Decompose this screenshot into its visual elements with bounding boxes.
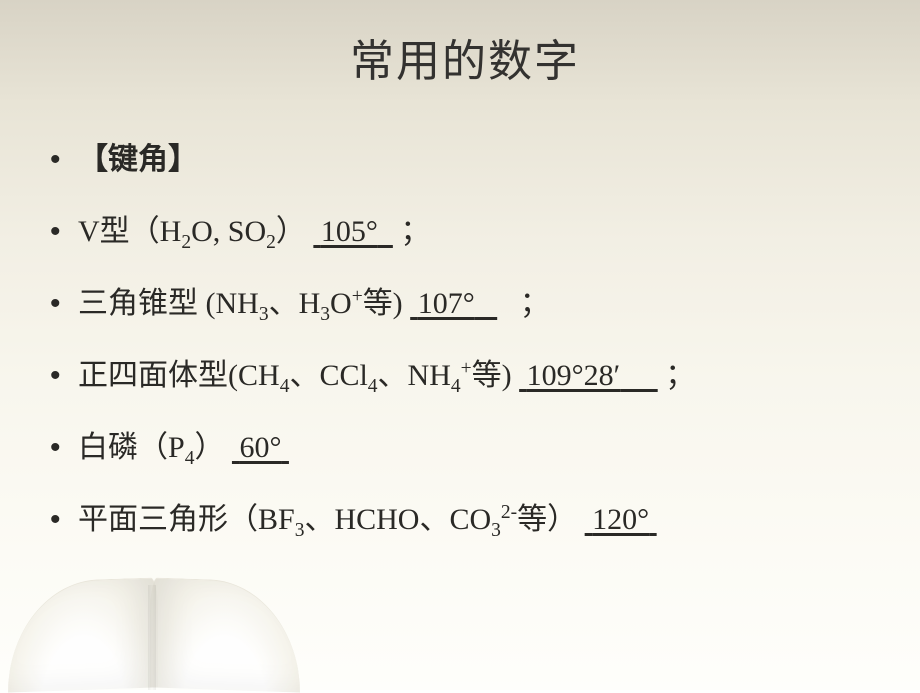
angle-value: 120°	[585, 503, 657, 537]
formula: NH3	[216, 287, 269, 320]
list-item: • 白磷（P4） 60°	[50, 422, 890, 466]
label-prefix: 三角锥型 (	[78, 287, 216, 320]
content-area: • 【键角】 • V型（H2O, SO2） 105° ； • 三角锥型 (NH3…	[40, 134, 890, 538]
label-suffix: 等)	[472, 359, 512, 392]
formula: NH4+	[408, 359, 472, 392]
angle-value: 109°28′	[519, 359, 658, 393]
section-heading: 【键角】	[78, 134, 198, 178]
book-decoration	[0, 550, 320, 690]
bullet-icon: •	[50, 215, 78, 249]
bullet-icon: •	[50, 503, 78, 537]
item-text: 正四面体型(CH4、CCl4、NH4+等) 109°28′ ；	[78, 350, 695, 394]
list-item: • 正四面体型(CH4、CCl4、NH4+等) 109°28′ ；	[50, 350, 890, 394]
book-page-right	[150, 577, 300, 692]
formula: BF3	[258, 503, 304, 536]
formula: HCHO	[334, 503, 419, 536]
label-suffix: ）	[276, 215, 306, 248]
item-text: 三角锥型 (NH3、H3O+等) 107° ；	[78, 278, 550, 322]
bullet-icon: •	[50, 359, 78, 393]
label-prefix: V型（	[78, 215, 160, 248]
formula: P4	[168, 431, 194, 464]
item-text: 平面三角形（BF3、HCHO、CO32-等） 120°	[78, 494, 657, 538]
bullet-icon: •	[50, 431, 78, 465]
bullet-icon: •	[50, 287, 78, 321]
angle-value: 105°	[313, 215, 393, 249]
formula: CO32-	[449, 503, 517, 536]
book-page-left	[8, 577, 158, 692]
label-prefix: 正四面体型(	[78, 359, 238, 392]
section-heading-line: • 【键角】	[50, 134, 890, 178]
tail: ；	[665, 359, 695, 392]
list-item: • V型（H2O, SO2） 105° ；	[50, 206, 890, 250]
formula: H3O+	[299, 287, 363, 320]
label-suffix: 等)	[363, 287, 403, 320]
formula: H2O, SO2	[160, 215, 276, 248]
item-text: V型（H2O, SO2） 105° ；	[78, 206, 430, 250]
angle-value: 60°	[232, 431, 289, 465]
list-item: • 三角锥型 (NH3、H3O+等) 107° ；	[50, 278, 890, 322]
item-text: 白磷（P4） 60°	[78, 422, 289, 466]
list-item: • 平面三角形（BF3、HCHO、CO32-等） 120°	[50, 494, 890, 538]
slide: 常用的数字 • 【键角】 • V型（H2O, SO2） 105° ； • 三角锥…	[0, 0, 920, 690]
formula: CCl4	[319, 359, 377, 392]
tail: ；	[520, 287, 550, 320]
label-prefix: 平面三角形（	[78, 503, 258, 536]
angle-value: 107°	[410, 287, 497, 321]
formula: CH4	[238, 359, 289, 392]
label-suffix: 等）	[517, 503, 577, 536]
label-suffix: ）	[194, 431, 224, 464]
tail: ；	[400, 215, 430, 248]
page-title: 常用的数字	[40, 25, 890, 89]
bullet-icon: •	[50, 143, 78, 177]
book-spine	[148, 585, 156, 690]
label-prefix: 白磷（	[78, 431, 168, 464]
